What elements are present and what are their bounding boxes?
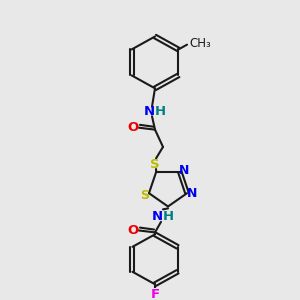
Text: S: S <box>140 189 149 202</box>
Text: O: O <box>128 121 139 134</box>
Text: N: N <box>152 210 163 223</box>
Text: N: N <box>187 187 197 200</box>
Text: F: F <box>150 288 160 300</box>
Text: N: N <box>143 105 155 118</box>
Text: O: O <box>128 224 139 237</box>
Text: CH₃: CH₃ <box>189 37 211 50</box>
Text: N: N <box>178 164 189 177</box>
Text: H: H <box>162 210 174 223</box>
Text: H: H <box>154 105 166 118</box>
Text: S: S <box>150 158 160 171</box>
